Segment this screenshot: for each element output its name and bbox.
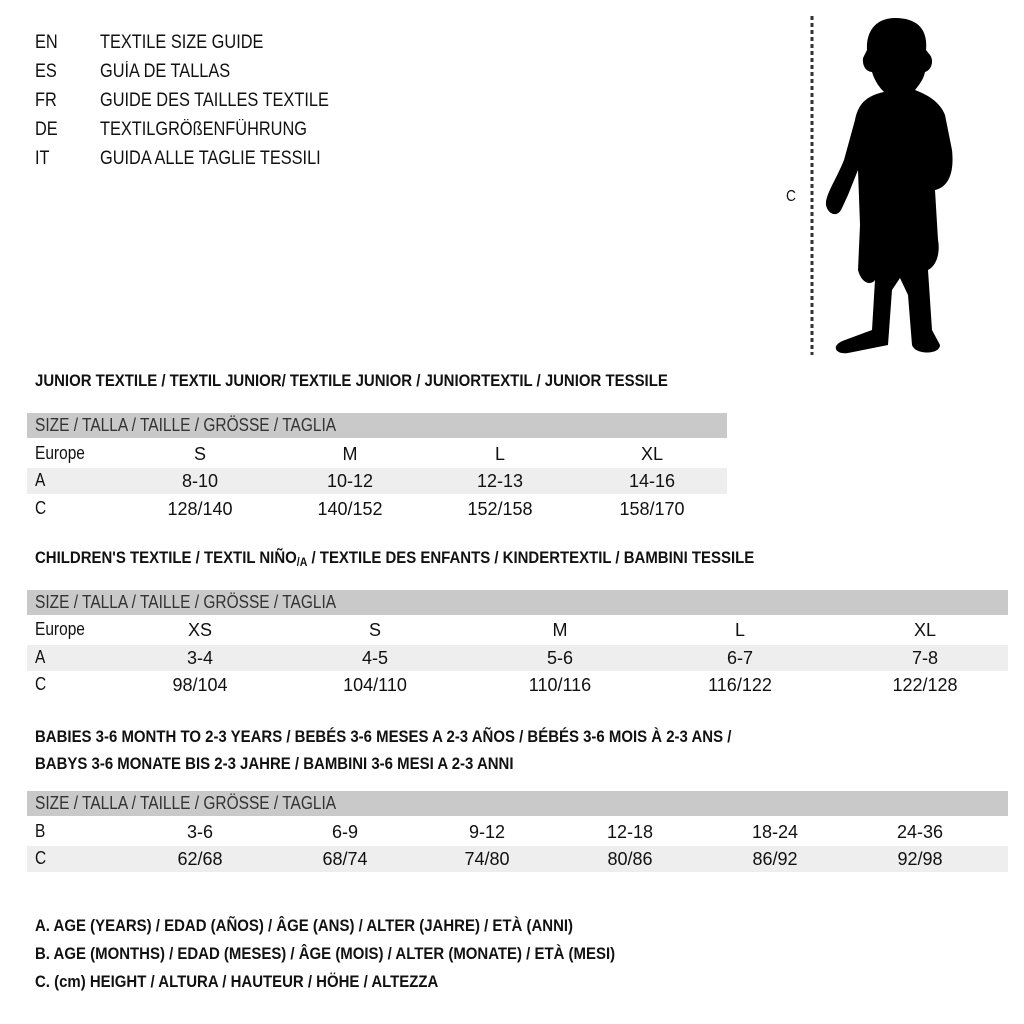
lang-code: IT	[35, 148, 50, 169]
babies-size-header: SIZE / TALLA / TAILLE / GRÖSSE / TAGLIA	[27, 791, 1008, 816]
lang-title: TEXTILE SIZE GUIDE	[100, 32, 264, 53]
children-heading: CHILDREN'S TEXTILE / TEXTIL NIÑO/A / TEX…	[35, 548, 755, 569]
lang-title: GUÍA DE TALLAS	[100, 61, 231, 82]
child-silhouette-icon	[810, 16, 953, 355]
legend-item: C. (cm) HEIGHT / ALTURA / HAUTEUR / HÖHE…	[35, 972, 439, 991]
table-row: Europe S M L XL	[35, 443, 664, 464]
table-row: A 3-4 4-5 5-6 6-7 7-8	[27, 645, 1008, 671]
table-row: C 128/140 140/152 152/158 158/170	[35, 498, 685, 519]
table-row: A 8-10 10-12 12-13 14-16	[27, 468, 727, 494]
babies-heading-line1: BABIES 3-6 MONTH TO 2-3 YEARS / BEBÉS 3-…	[35, 727, 732, 746]
children-size-header: SIZE / TALLA / TAILLE / GRÖSSE / TAGLIA	[27, 590, 1008, 615]
junior-size-header: SIZE / TALLA / TAILLE / GRÖSSE / TAGLIA	[27, 413, 727, 438]
table-row: C 62/68 68/74 74/80 80/86 86/92 92/98	[27, 846, 1008, 872]
junior-heading: JUNIOR TEXTILE / TEXTIL JUNIOR/ TEXTILE …	[35, 371, 668, 390]
table-row: C 98/104 104/110 110/116 116/122 122/128	[35, 674, 958, 695]
lang-title: TEXTILGRÖßENFÜHRUNG	[100, 119, 307, 140]
legend-item: A. AGE (YEARS) / EDAD (AÑOS) / ÂGE (ANS)…	[35, 916, 574, 935]
lang-code: EN	[35, 32, 58, 53]
lang-code: ES	[35, 61, 57, 82]
table-row: B 3-6 6-9 9-12 12-18 18-24 24-36	[35, 821, 944, 842]
babies-heading-line2: BABYS 3-6 MONATE BIS 2-3 JAHRE / BAMBINI…	[35, 754, 514, 773]
lang-title: GUIDE DES TAILLES TEXTILE	[100, 90, 329, 111]
lang-code: FR	[35, 90, 57, 111]
height-measure-label: C	[786, 188, 796, 205]
lang-title: GUIDA ALLE TAGLIE TESSILI	[100, 148, 321, 169]
table-row: Europe XS S M L XL	[35, 619, 937, 640]
legend-item: B. AGE (MONTHS) / EDAD (MESES) / ÂGE (MO…	[35, 944, 616, 963]
lang-code: DE	[35, 119, 58, 140]
